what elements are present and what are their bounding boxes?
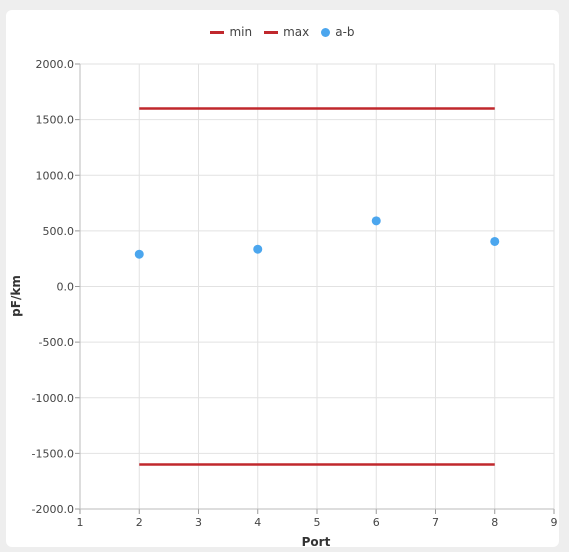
legend-swatch-min [210, 30, 225, 34]
chart-card: min max a-b 1 2 3 4 5 6 7 8 9 2000.0 1500.0 1000.0 5… [6, 10, 559, 547]
x-tick-label: 7 [432, 516, 439, 529]
y-tick-label: 1500.0 [36, 114, 75, 127]
legend-item-max[interactable]: max [264, 25, 309, 39]
x-tick-label: 1 [77, 516, 84, 529]
x-tick-label: 2 [136, 516, 143, 529]
data-point-a-b[interactable] [253, 244, 263, 254]
y-tick-label: -2000.0 [32, 503, 74, 516]
x-tick-label: 4 [254, 516, 261, 529]
x-tick-label: 8 [491, 516, 498, 529]
y-tick-label: 1000.0 [36, 169, 75, 182]
legend-swatch-max [264, 30, 279, 34]
y-axis-title: pF/km [9, 275, 23, 317]
data-marks [134, 107, 500, 466]
x-tick-label: 3 [195, 516, 202, 529]
x-tick-label: 5 [314, 516, 321, 529]
data-point-a-b[interactable] [371, 216, 381, 226]
y-tick-label: -500.0 [39, 336, 74, 349]
x-axis-title: Port [302, 535, 331, 547]
legend-item-min[interactable]: min [210, 25, 252, 39]
legend-swatch-a-b [321, 27, 331, 37]
x-tick-label: 9 [551, 516, 558, 529]
y-tick-label: -1000.0 [32, 392, 74, 405]
x-tick-label: 6 [373, 516, 380, 529]
y-tick-label: 2000.0 [36, 58, 75, 71]
data-point-a-b[interactable] [490, 236, 500, 246]
legend-label-min: min [229, 25, 253, 39]
y-tick-label: -1500.0 [32, 447, 74, 460]
y-tick-label: 500.0 [43, 225, 75, 238]
legend-item-a-b[interactable]: a-b [321, 25, 355, 39]
tick-labels: 1 2 3 4 5 6 7 8 9 2000.0 1500.0 1000.0 500.0 0.0 -500.… [32, 58, 558, 529]
data-point-a-b[interactable] [134, 249, 144, 259]
legend-label-max: max [283, 25, 310, 39]
scatter-chart: 1 2 3 4 5 6 7 8 9 2000.0 1500.0 1000.0 500.0 0.0 -500.… [9, 58, 558, 547]
y-tick-label: 0.0 [57, 281, 75, 294]
grid [75, 63, 555, 514]
legend-label-a-b: a-b [335, 25, 355, 39]
legend: min max a-b [6, 25, 559, 39]
